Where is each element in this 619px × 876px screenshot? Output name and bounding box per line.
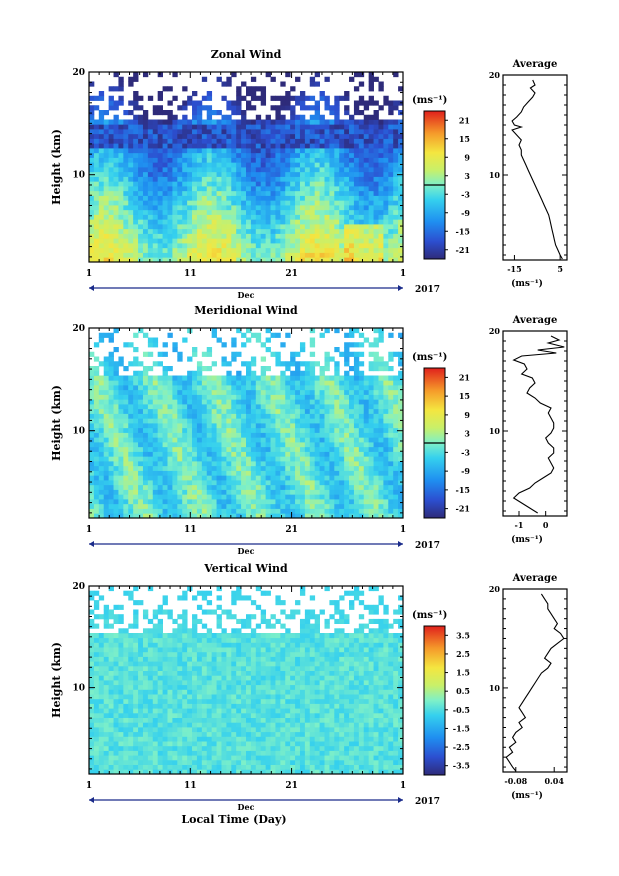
x-tick-label: 1 <box>86 525 92 535</box>
x-tick-label: 11 <box>184 525 197 535</box>
y-tick-label: 20 <box>72 582 85 592</box>
colorbar-tick-label: 9 <box>464 152 470 162</box>
y-axis-label: Height (km) <box>50 642 63 718</box>
colorbar-tick-label: 15 <box>459 391 470 401</box>
colorbar-tick-label: -9 <box>461 208 470 218</box>
colorbar-tick-label: -21 <box>456 504 470 514</box>
x-tick-label: 21 <box>285 525 298 535</box>
average-title: Average <box>512 573 558 584</box>
average-x-tick-label: 0.04 <box>544 776 564 786</box>
average-unit-label: (ms⁻¹) <box>511 790 543 801</box>
colorbar-tick-label: -15 <box>456 226 470 236</box>
y-axis-label: Height (km) <box>50 385 63 461</box>
average-x-tick-label: 5 <box>557 264 563 274</box>
colorbar-unit-label: (ms⁻¹) <box>412 610 447 621</box>
colorbar-tick-label: 3 <box>464 429 470 439</box>
colorbar-tick-label: -3 <box>461 189 470 199</box>
y-tick-label: 10 <box>72 427 85 437</box>
plot-frame <box>88 585 404 775</box>
colorbar-tick-label: -1.5 <box>453 723 470 733</box>
panel-title: Meridional Wind <box>194 304 298 317</box>
x-tick-label: 1 <box>400 525 406 535</box>
colorbar-tick-label: 21 <box>459 372 470 382</box>
colorbar-tick-label: -3 <box>461 447 470 457</box>
x-tick-label: 11 <box>184 269 197 279</box>
average-y-tick-label: 20 <box>489 584 501 594</box>
average-frame <box>502 74 568 261</box>
arrow-right-icon <box>398 541 403 547</box>
x-tick-label: 1 <box>400 269 406 279</box>
colorbar-tick-label: -9 <box>461 466 470 476</box>
heatmap-field <box>89 72 404 263</box>
x-axis-label: Local Time (Day) <box>181 813 286 826</box>
average-y-tick-label: 10 <box>489 170 501 180</box>
y-tick-label: 10 <box>72 684 85 694</box>
x-tick-label: 1 <box>400 781 406 791</box>
average-x-tick-label: 0 <box>543 520 549 530</box>
panel-title: Zonal Wind <box>211 48 282 61</box>
colorbar-tick-label: 9 <box>464 410 470 420</box>
year-label: 2017 <box>415 797 440 807</box>
x-tick-label: 1 <box>86 781 92 791</box>
arrow-left-icon <box>89 541 94 547</box>
plot-frame <box>88 327 404 519</box>
year-label: 2017 <box>415 541 440 551</box>
average-y-tick-label: 10 <box>489 426 501 436</box>
heatmap-field <box>89 328 404 519</box>
y-tick-label: 10 <box>72 171 85 181</box>
arrow-right-icon <box>398 285 403 291</box>
year-label: 2017 <box>415 285 440 295</box>
colorbar-unit-label: (ms⁻¹) <box>412 95 447 106</box>
y-tick-label: 20 <box>72 68 85 78</box>
colorbar-unit-label: (ms⁻¹) <box>412 352 447 363</box>
colorbar-tick-label: -15 <box>456 485 470 495</box>
average-title: Average <box>512 315 558 326</box>
colorbar-tick-label: -21 <box>456 245 470 255</box>
y-tick-label: 20 <box>72 324 85 334</box>
colorbar-tick-label: 21 <box>459 115 470 125</box>
average-x-tick-label: -15 <box>507 264 521 274</box>
month-label: Dec <box>238 290 255 300</box>
y-axis-label: Height (km) <box>50 129 63 205</box>
arrow-left-icon <box>89 797 94 803</box>
panel-title: Vertical Wind <box>203 562 288 575</box>
average-profile-line <box>511 79 563 260</box>
month-label: Dec <box>238 546 255 556</box>
plot-frame <box>88 71 404 263</box>
average-y-tick-label: 20 <box>489 70 501 80</box>
average-profile-line <box>512 335 565 514</box>
colorbar-tick-label: 2.5 <box>456 649 470 659</box>
average-x-tick-label: -1 <box>515 520 524 530</box>
colorbar-tick-label: -2.5 <box>453 742 470 752</box>
colorbar-tick-label: 0.5 <box>456 686 470 696</box>
arrow-right-icon <box>398 797 403 803</box>
colorbar-tick-label: 3 <box>464 171 470 181</box>
colorbar-tick-label: 3.5 <box>456 630 470 640</box>
average-title: Average <box>512 59 558 70</box>
average-frame <box>502 330 568 517</box>
month-label: Dec <box>238 802 255 812</box>
colorbar-tick-label: -0.5 <box>453 705 470 715</box>
average-unit-label: (ms⁻¹) <box>511 534 543 545</box>
x-tick-label: 1 <box>86 269 92 279</box>
colorbar <box>423 625 446 776</box>
average-frame <box>502 588 568 773</box>
average-unit-label: (ms⁻¹) <box>511 278 543 289</box>
average-profile-line <box>505 593 565 772</box>
colorbar-tick-label: 15 <box>459 134 470 144</box>
heatmap-field <box>89 586 404 775</box>
colorbar-tick-label: -3.5 <box>453 761 470 771</box>
average-y-tick-label: 20 <box>489 326 501 336</box>
x-tick-label: 21 <box>285 781 298 791</box>
average-x-tick-label: -0.08 <box>504 776 527 786</box>
x-tick-label: 21 <box>285 269 298 279</box>
colorbar-tick-label: 1.5 <box>456 668 470 678</box>
average-y-tick-label: 10 <box>489 683 501 693</box>
x-tick-label: 11 <box>184 781 197 791</box>
arrow-left-icon <box>89 285 94 291</box>
